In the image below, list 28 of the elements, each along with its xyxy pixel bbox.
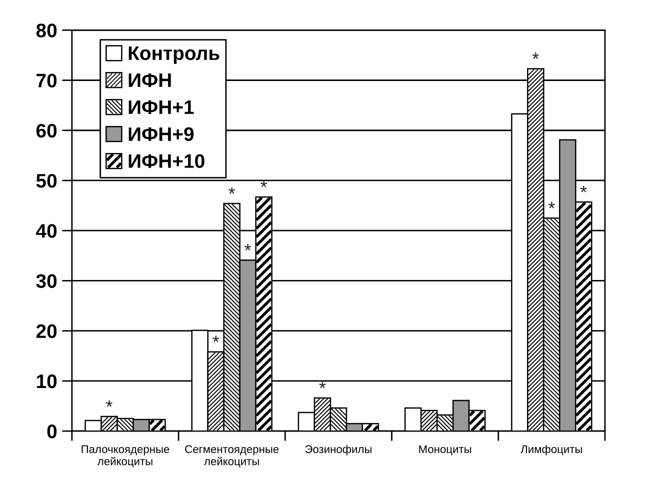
legend-label: Контроль bbox=[128, 46, 220, 64]
data-label: * bbox=[228, 187, 236, 194]
y-tick-label: 40 bbox=[36, 224, 57, 238]
y-tick-label: 80 bbox=[36, 24, 57, 38]
legend-label: ИФН+9 bbox=[128, 127, 194, 142]
x-tick-label: Сегментоядерные лейкоциты bbox=[185, 445, 279, 468]
legend-label: ИФН bbox=[128, 73, 171, 87]
data-label: * bbox=[106, 400, 112, 407]
data-label: * bbox=[532, 52, 539, 59]
y-tick-label: 0 bbox=[47, 424, 57, 438]
y-tick-label: 20 bbox=[36, 324, 57, 338]
legend-label: ИФН+10 bbox=[128, 154, 204, 168]
data-label: * bbox=[319, 382, 326, 388]
y-tick-label: 50 bbox=[36, 174, 57, 188]
y-tick-label: 70 bbox=[36, 74, 57, 88]
data-label: * bbox=[244, 244, 252, 250]
x-tick-label: Моноциты bbox=[419, 445, 472, 456]
x-tick-label: Лимфоциты bbox=[520, 444, 582, 456]
x-tick-label: Палочкоядерные лейкоциты bbox=[82, 445, 170, 468]
data-label: * bbox=[580, 186, 587, 192]
legend-label: ИФН+1 bbox=[128, 100, 194, 114]
data-label: * bbox=[548, 202, 555, 208]
y-tick-label: 30 bbox=[36, 274, 57, 288]
y-tick-label: 10 bbox=[36, 374, 57, 388]
data-label: * bbox=[260, 180, 268, 188]
y-tick-label: 60 bbox=[36, 124, 57, 138]
data-label: * bbox=[212, 336, 220, 342]
x-tick-label: Эозинофилы bbox=[305, 444, 372, 456]
